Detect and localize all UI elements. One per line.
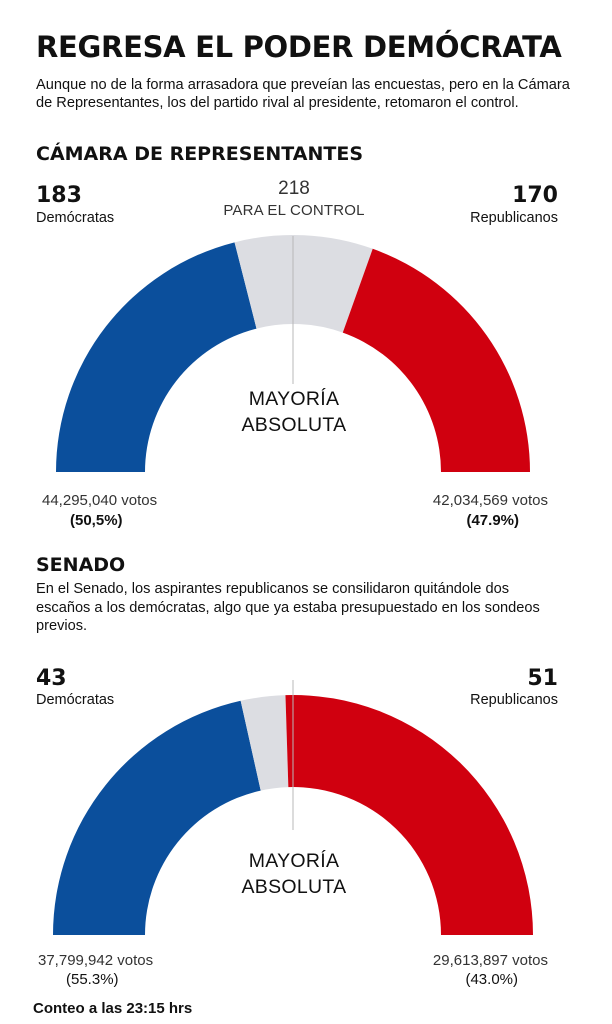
house-majority-line2: ABSOLUTA [241, 414, 347, 436]
intro-text: Aunque no de la forma arrasadora que pre… [36, 77, 570, 111]
house-rep-percent: (47.9%) [466, 512, 519, 529]
house-dem-votes: 44,295,040 votos [42, 492, 158, 509]
house-rep-seats: 170 [512, 183, 558, 208]
senate-rep-votes: 29,613,897 votos [432, 952, 548, 969]
count-timestamp: Conteo a las 23:15 hrs [33, 1000, 193, 1017]
senate-republican-arc [285, 694, 533, 935]
house-democrat-arc [56, 242, 257, 472]
house-republican-arc [342, 248, 530, 472]
senate-dem-votes: 37,799,942 votos [38, 952, 154, 969]
senate-majority-line2: ABSOLUTA [241, 876, 347, 898]
senate-rep-percent: (43.0%) [465, 971, 518, 988]
senate-rep-seats: 51 [527, 666, 558, 691]
house-rep-votes: 42,034,569 votos [432, 492, 548, 509]
senate-majority-label: MAYORÍA ABSOLUTA [220, 848, 368, 900]
senate-democrat-arc [53, 700, 261, 935]
house-rep-label: Republicanos [470, 210, 558, 226]
house-dem-label: Demócratas [36, 210, 115, 226]
house-dem-percent: (50,5%) [70, 512, 123, 529]
house-heading: CÁMARA DE REPRESENTANTES [36, 143, 363, 165]
house-majority-line1: MAYORÍA [248, 388, 340, 410]
senate-dem-percent: (55.3%) [66, 971, 119, 988]
senate-undecided-arc [240, 695, 289, 791]
senate-heading: SENADO [36, 554, 126, 576]
house-undecided-arc [234, 235, 373, 333]
senate-dem-label: Demócratas [36, 692, 115, 708]
senate-text: En el Senado, los aspirantes republicano… [36, 581, 540, 634]
page-title: REGRESA EL PODER DEMÓCRATA [36, 30, 562, 64]
senate-majority-line1: MAYORÍA [248, 850, 340, 872]
senate-dem-seats: 43 [36, 666, 67, 691]
house-control-label: PARA EL CONTROL [223, 202, 365, 219]
house-majority-label: MAYORÍA ABSOLUTA [220, 386, 368, 438]
house-control-number: 218 [278, 178, 310, 199]
senate-rep-label: Republicanos [470, 692, 558, 708]
house-dem-seats: 183 [36, 183, 82, 208]
